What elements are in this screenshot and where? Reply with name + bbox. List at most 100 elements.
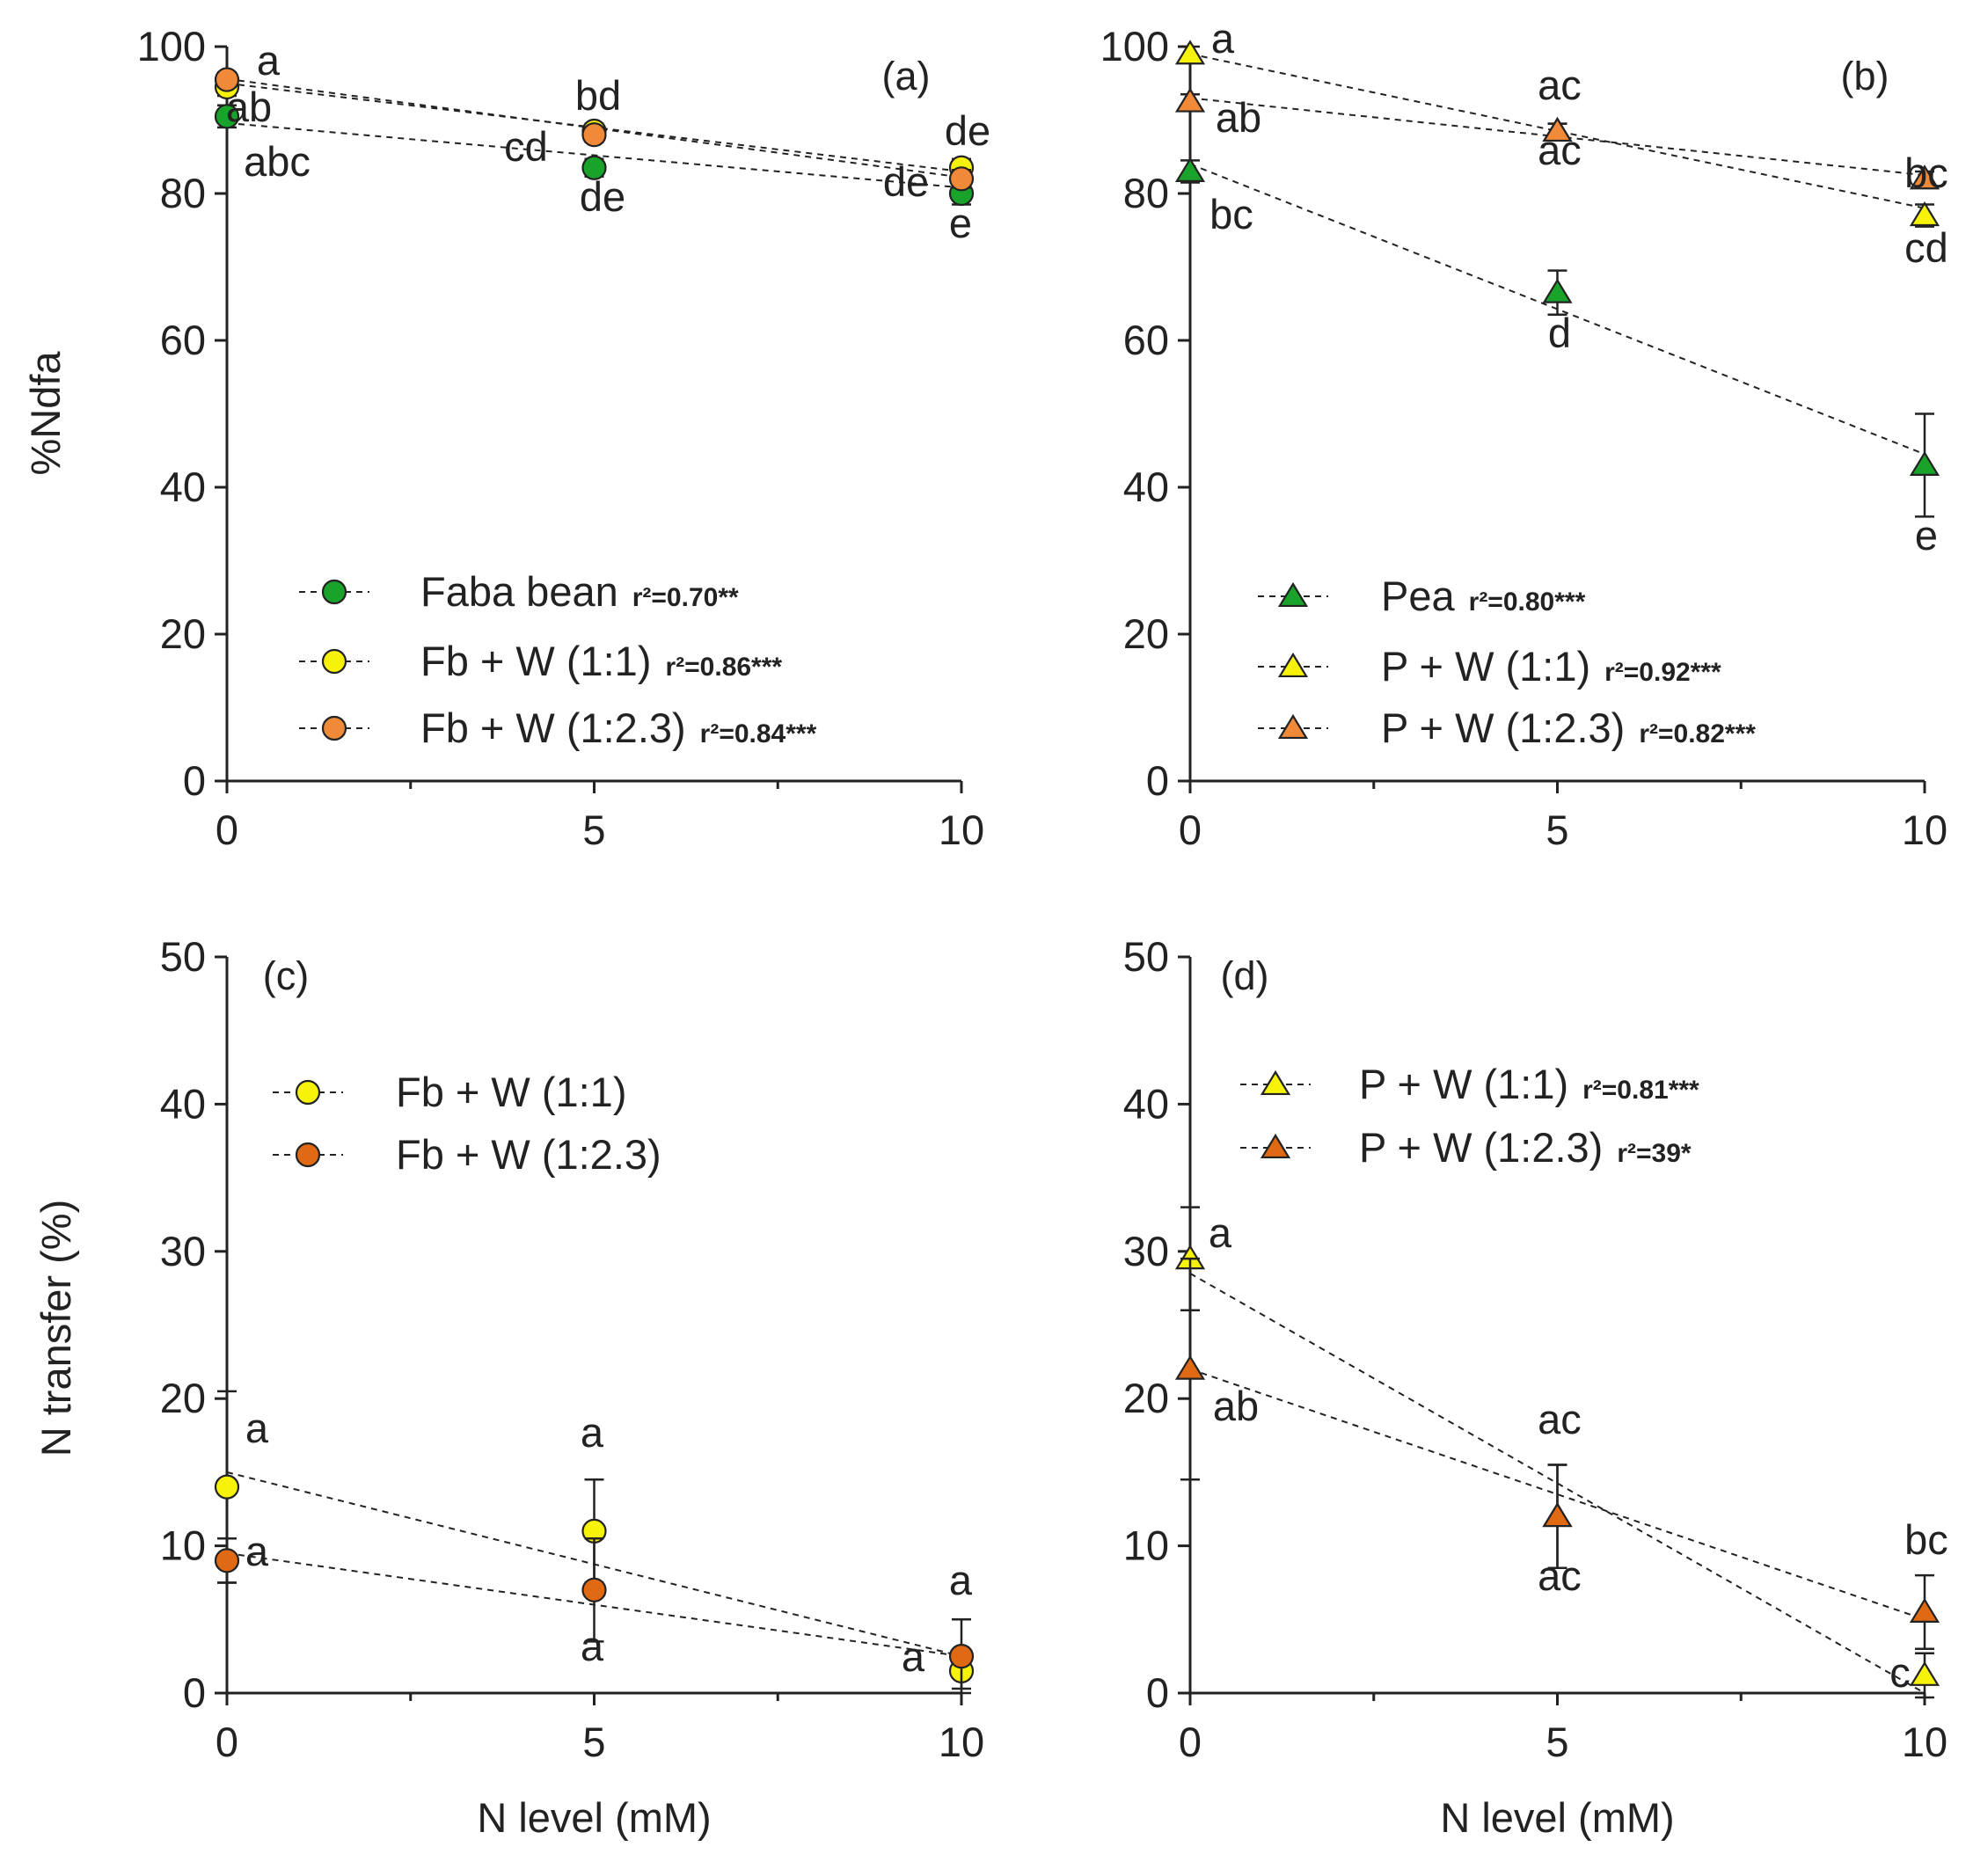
y-tick-label: 80 bbox=[1123, 170, 1169, 216]
significance-letter: ab bbox=[1213, 1383, 1259, 1429]
panel-c: 0 10 20 30 40 50 0 5 10 (c) N transfer (%) N level … bbox=[33, 933, 984, 1841]
legend-series-name: Pea bbox=[1381, 573, 1455, 619]
significance-letter: a bbox=[257, 37, 281, 84]
significance-letter: bc bbox=[1904, 1516, 1948, 1563]
significance-letter: cd bbox=[1904, 224, 1948, 271]
y-tick-label: 60 bbox=[160, 317, 206, 363]
y-tick-label: 60 bbox=[1123, 317, 1169, 363]
legend-r2: r²=0.92*** bbox=[1604, 658, 1721, 687]
data-point bbox=[214, 1474, 240, 1500]
legend-label: Fb + W (1:2.3) bbox=[396, 1131, 661, 1178]
legend-label: Fb + W (1:1) r²=0.86*** bbox=[420, 638, 782, 684]
x-tick-label: 5 bbox=[582, 1719, 605, 1765]
legend-label: Fb + W (1:1) bbox=[396, 1069, 626, 1115]
legend-label: P + W (1:2.3) r²=0.82*** bbox=[1381, 704, 1756, 751]
data-point bbox=[581, 155, 607, 180]
data-point bbox=[1909, 1661, 1940, 1686]
data-point bbox=[214, 67, 240, 92]
y-tick-label: 20 bbox=[1123, 1375, 1169, 1421]
legend-label: P + W (1:1) r²=0.92*** bbox=[1381, 643, 1721, 690]
data-point bbox=[214, 104, 240, 129]
x-tick-label: 0 bbox=[216, 807, 238, 853]
legend-r2: r²=0.81*** bbox=[1582, 1076, 1699, 1105]
series-pea: bc d e bbox=[1174, 157, 1940, 558]
x-axis-title: N level (mM) bbox=[1440, 1794, 1674, 1841]
legend-entry: Fb + W (1:1) bbox=[273, 1069, 626, 1115]
data-point bbox=[1174, 157, 1206, 182]
y-tick-label: 40 bbox=[1123, 1080, 1169, 1127]
y-tick-label: 10 bbox=[160, 1522, 206, 1569]
x-tick-label: 0 bbox=[1179, 1719, 1202, 1765]
y-tick-label: 30 bbox=[1123, 1228, 1169, 1274]
x-tick-label: 10 bbox=[1902, 807, 1947, 853]
x-tick-label: 10 bbox=[939, 1719, 984, 1765]
legend-label: P + W (1:1) r²=0.81*** bbox=[1359, 1061, 1699, 1107]
panel-b: 0 20 40 60 80 100 0 5 10 (b) bc d e Pea r²=0.80*** a ac c… bbox=[1100, 15, 1948, 853]
legend-entry: Fb + W (1:2.3) bbox=[273, 1131, 661, 1178]
series-fb-w-1-2-3-: a cd de bbox=[214, 37, 975, 205]
legend-series-name: P + W (1:2.3) bbox=[1359, 1124, 1603, 1171]
data-point bbox=[214, 1548, 240, 1573]
x-tick-label: 10 bbox=[939, 807, 984, 853]
y-tick-label: 0 bbox=[1146, 757, 1169, 804]
y-tick-label: 0 bbox=[183, 1669, 206, 1716]
legend-series-name: Fb + W (1:1) bbox=[396, 1069, 626, 1115]
legend-r2: r²=0.70** bbox=[632, 583, 739, 612]
significance-letter: cd bbox=[504, 123, 548, 170]
data-point bbox=[1542, 116, 1573, 142]
legend-r2: r²=0.86*** bbox=[665, 653, 782, 682]
significance-letter: de bbox=[883, 158, 929, 205]
y-tick-label: 10 bbox=[1123, 1522, 1169, 1569]
legend-r2: r²=0.82*** bbox=[1639, 719, 1756, 748]
y-tick-label: 50 bbox=[1123, 933, 1169, 980]
legend-marker bbox=[1260, 1069, 1291, 1096]
y-tick-label: 20 bbox=[160, 610, 206, 657]
legend-r2: r²=0.80*** bbox=[1469, 588, 1586, 617]
legend-marker bbox=[295, 1079, 321, 1106]
significance-letter: a bbox=[581, 1623, 604, 1669]
x-tick-label: 10 bbox=[1902, 1719, 1947, 1765]
legend-marker bbox=[1277, 652, 1309, 678]
x-tick-label: 5 bbox=[1546, 1719, 1568, 1765]
significance-letter: ac bbox=[1538, 127, 1582, 173]
legend-series-name: P + W (1:2.3) bbox=[1381, 704, 1625, 751]
data-point bbox=[1174, 1354, 1206, 1380]
fit-line bbox=[1189, 1368, 1926, 1621]
y-tick-label: 100 bbox=[1100, 23, 1169, 69]
x-tick-label: 0 bbox=[216, 1719, 238, 1765]
significance-letter: bc bbox=[1904, 150, 1948, 196]
data-point bbox=[1909, 201, 1940, 227]
x-axis-title: N level (mM) bbox=[477, 1794, 711, 1841]
data-point bbox=[1174, 40, 1206, 65]
legend-r2: r²=39* bbox=[1617, 1139, 1692, 1168]
legend-marker bbox=[321, 579, 347, 605]
legend-marker bbox=[295, 1142, 321, 1168]
significance-letter: e bbox=[949, 200, 972, 246]
x-tick-label: 5 bbox=[582, 807, 605, 853]
significance-letter: ac bbox=[1538, 62, 1582, 108]
significance-letter: a bbox=[1209, 1209, 1232, 1256]
data-point bbox=[1542, 278, 1573, 303]
significance-letter: bc bbox=[1209, 191, 1253, 237]
significance-letter: e bbox=[1915, 512, 1938, 558]
panel-label: (d) bbox=[1221, 953, 1269, 998]
legend-entry: Pea r²=0.80*** bbox=[1258, 573, 1586, 619]
legend-marker bbox=[1277, 581, 1309, 608]
legend-label: Fb + W (1:2.3) r²=0.84*** bbox=[420, 704, 817, 751]
series-fb-w-1-2-3-: a a a bbox=[214, 1528, 975, 1695]
panel-label: (b) bbox=[1841, 54, 1889, 99]
legend-entry: Faba bean r²=0.70** bbox=[299, 568, 739, 615]
significance-letter: a bbox=[245, 1528, 269, 1574]
data-point bbox=[581, 1577, 607, 1602]
data-point bbox=[581, 122, 607, 148]
legend-marker bbox=[1277, 713, 1309, 740]
data-point bbox=[948, 1644, 975, 1669]
data-point bbox=[1174, 87, 1206, 113]
legend-entry: Fb + W (1:1) r²=0.86*** bbox=[299, 638, 782, 684]
legend-label: Pea r²=0.80*** bbox=[1381, 573, 1586, 619]
significance-letter: a bbox=[581, 1409, 604, 1456]
significance-letter: a bbox=[949, 1557, 973, 1603]
legend-series-name: Faba bean bbox=[420, 568, 618, 615]
